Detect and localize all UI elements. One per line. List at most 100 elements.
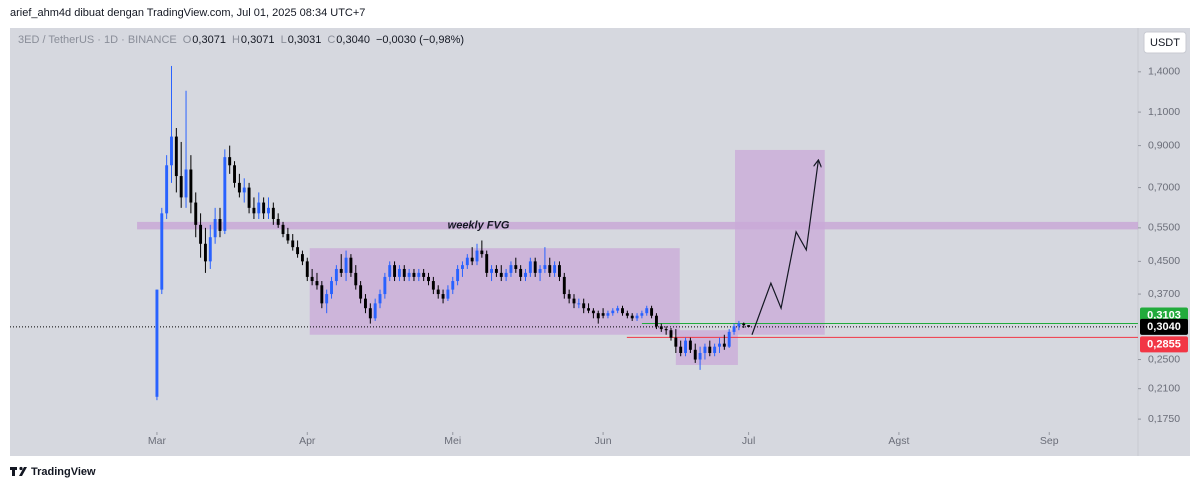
candle-body xyxy=(490,268,494,273)
candle-body xyxy=(368,308,372,319)
candle-body xyxy=(165,165,169,214)
candle-body xyxy=(431,281,435,290)
y-tick-label: 1,4000 xyxy=(1148,66,1180,78)
price-tag xyxy=(1140,336,1188,353)
ohlc-value: 0,3031 xyxy=(288,34,322,46)
candle-body xyxy=(160,213,164,290)
candle-body xyxy=(698,352,702,360)
y-tick-label: 0,5500 xyxy=(1148,222,1180,234)
candle-body xyxy=(233,165,236,183)
candle-body xyxy=(388,265,392,277)
candle-body xyxy=(402,268,406,277)
candle-body xyxy=(577,303,581,305)
candle-body xyxy=(708,346,712,353)
ohlc-value: 0,3040 xyxy=(336,34,370,46)
candle-body xyxy=(218,218,222,231)
candle-body xyxy=(179,176,183,198)
candle-body xyxy=(276,218,280,225)
candle-body xyxy=(747,325,751,327)
candle-body xyxy=(621,308,624,314)
candle-body xyxy=(606,313,610,316)
candle-body xyxy=(412,272,416,277)
candle-body xyxy=(727,331,731,347)
candle-body xyxy=(562,276,566,295)
y-tick-label: 0,1750 xyxy=(1148,413,1180,425)
candle-body xyxy=(674,337,678,347)
candle-body xyxy=(296,247,300,255)
x-tick-label: Jul xyxy=(742,435,755,447)
ohlc-key: C xyxy=(327,34,335,46)
candle-body xyxy=(310,276,314,282)
ohlc-value: 0,3071 xyxy=(192,34,226,46)
y-tick-label: 0,7000 xyxy=(1148,181,1180,193)
candle-body xyxy=(237,182,241,193)
candle-body xyxy=(611,310,615,314)
candle-body xyxy=(499,272,503,277)
candle-body xyxy=(291,240,295,248)
candle-body xyxy=(208,237,212,262)
chart-title: arief_ahm4d dibuat dengan TradingView.co… xyxy=(10,7,365,19)
currency[interactable]: USDT xyxy=(1150,37,1180,49)
currency-button[interactable] xyxy=(1143,31,1187,54)
candle-body xyxy=(330,281,333,295)
candle-body xyxy=(461,265,464,269)
candle-body xyxy=(213,218,217,238)
candle-body xyxy=(184,169,188,198)
candle-body xyxy=(679,346,683,353)
y-tick-label: 0,2500 xyxy=(1148,353,1180,365)
candle-body xyxy=(718,343,721,347)
candle-body xyxy=(170,136,173,166)
candle-body xyxy=(320,285,324,304)
candle-body xyxy=(630,315,634,319)
ohlc-key: O xyxy=(183,34,192,46)
candle-body xyxy=(703,346,707,353)
candle-body xyxy=(189,169,193,203)
candle-body xyxy=(203,243,207,262)
candle-body xyxy=(519,268,523,277)
candle-body xyxy=(242,187,246,193)
candle-body xyxy=(693,349,697,360)
candle-body xyxy=(572,298,576,304)
candle-body xyxy=(339,268,343,273)
candle-body xyxy=(456,268,460,282)
candle-body xyxy=(684,340,687,353)
candle-body xyxy=(359,285,363,299)
y-tick-label: 0,9000 xyxy=(1148,139,1180,151)
candle-body xyxy=(538,268,542,273)
candle-body xyxy=(364,298,367,309)
zone xyxy=(309,248,680,335)
candle-body xyxy=(446,289,450,299)
candle-body xyxy=(378,294,382,304)
candle-body xyxy=(325,294,329,304)
candle-body xyxy=(742,323,746,326)
candle-body xyxy=(441,294,445,299)
candle-body xyxy=(688,340,692,350)
candle-body xyxy=(548,265,552,273)
brand: TradingView xyxy=(31,466,96,478)
candle-body xyxy=(174,136,178,177)
candle-body xyxy=(344,257,348,273)
x-tick-label: Agst xyxy=(888,435,909,447)
symbol: 3ED / TetherUS · 1D · BINANCE xyxy=(18,34,177,46)
candle-body xyxy=(475,250,479,262)
candle-body xyxy=(737,323,741,327)
change: −0,0030 (−0,98%) xyxy=(376,34,464,46)
candle-body xyxy=(281,224,285,235)
candle-body xyxy=(722,343,726,347)
candle-body xyxy=(553,265,557,273)
candle-body xyxy=(422,272,426,277)
price-tag xyxy=(1140,318,1188,335)
candle-body xyxy=(305,261,309,277)
candle-body xyxy=(334,268,338,282)
candle-body xyxy=(451,281,455,290)
zone xyxy=(137,221,1138,230)
candle-body xyxy=(591,310,595,314)
candle-body xyxy=(247,187,251,208)
candle-body xyxy=(427,276,430,282)
candle-body xyxy=(635,315,639,319)
candle-body xyxy=(654,315,658,327)
candle-body xyxy=(543,265,547,269)
candle-body xyxy=(528,261,532,273)
candle-body xyxy=(485,254,489,273)
